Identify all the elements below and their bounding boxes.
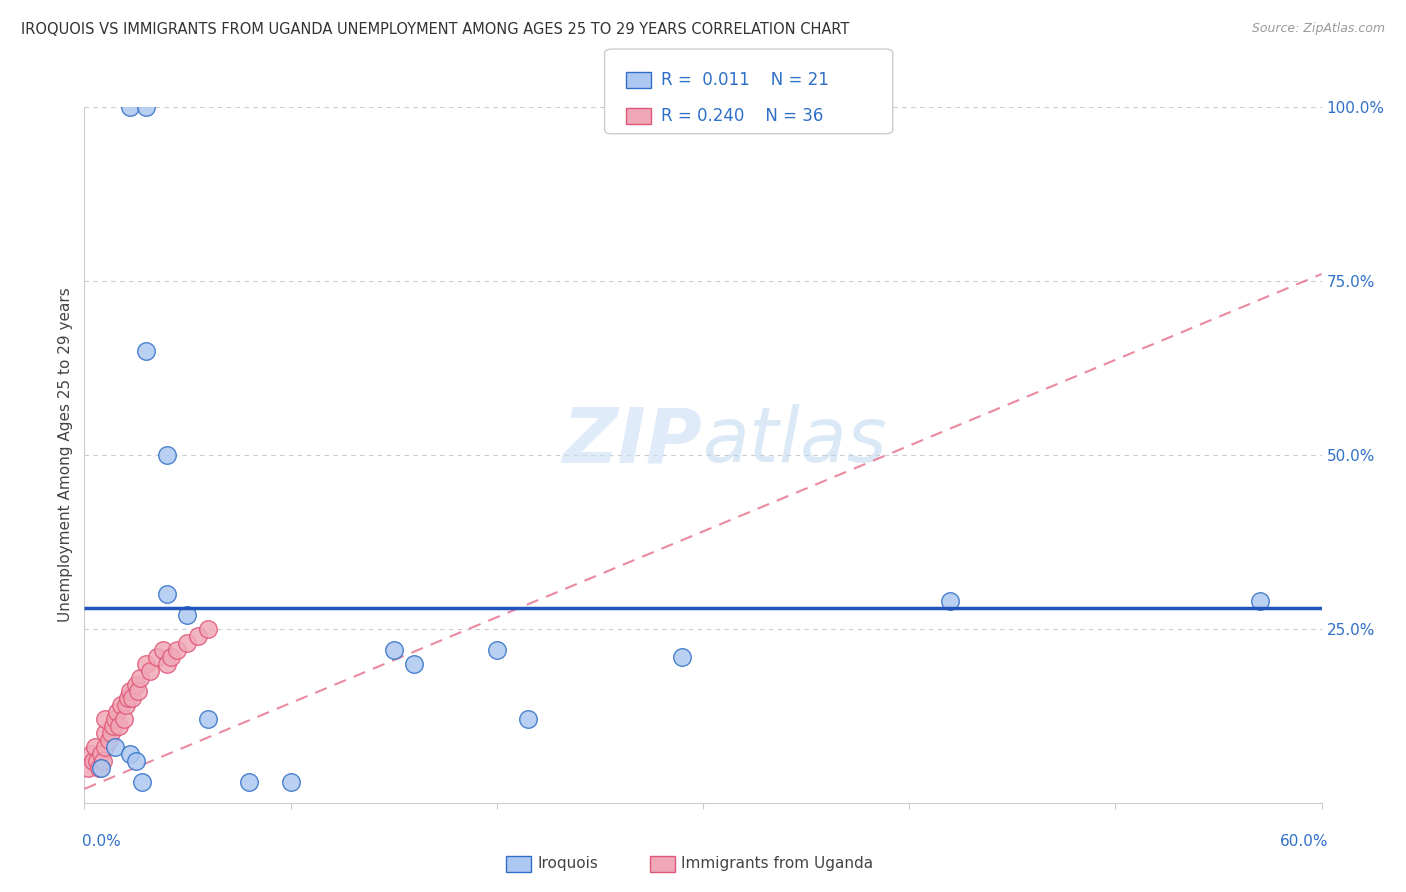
Point [135,100,157,114]
Point [105,706,128,720]
Point [110,698,132,713]
Point [91,754,114,768]
Point [125,754,148,768]
Point [90,747,112,761]
Point [83,740,105,755]
Point [485,642,508,657]
Point [516,712,538,726]
Point [118,747,141,761]
Point [135,657,157,671]
Text: 0.0%: 0.0% [82,834,121,849]
Point [156,448,179,462]
Point [125,677,148,691]
Point [197,622,219,636]
Point [160,649,183,664]
Text: R = 0.240    N = 36: R = 0.240 N = 36 [661,107,823,125]
Point [156,587,179,601]
Point [145,649,167,664]
Point [939,594,962,608]
Point [108,719,131,733]
Point [87,761,110,775]
Point [104,740,127,755]
Point [118,100,141,114]
Point [86,754,108,768]
Point [82,754,104,768]
Point [176,607,198,622]
Text: Iroquois: Iroquois [537,856,598,871]
Point [187,629,209,643]
Point [103,719,125,733]
Text: IROQUOIS VS IMMIGRANTS FROM UGANDA UNEMPLOYMENT AMONG AGES 25 TO 29 YEARS CORREL: IROQUOIS VS IMMIGRANTS FROM UGANDA UNEMP… [21,22,849,37]
Point [404,657,426,671]
Point [127,684,149,698]
Point [382,642,405,657]
Point [118,684,141,698]
Point [98,733,121,747]
Point [112,712,135,726]
Point [176,636,198,650]
Point [131,775,153,789]
Point [671,649,693,664]
Point [94,712,117,726]
Text: R =  0.011    N = 21: R = 0.011 N = 21 [661,71,828,89]
Point [135,343,157,358]
Point [238,775,260,789]
Text: Immigrants from Uganda: Immigrants from Uganda [681,856,873,871]
Point [90,761,112,775]
Point [129,671,152,685]
Point [114,698,136,713]
Point [156,657,179,671]
Point [280,775,302,789]
Y-axis label: Unemployment Among Ages 25 to 29 years: Unemployment Among Ages 25 to 29 years [58,287,73,623]
Point [117,691,139,706]
Point [166,642,188,657]
Point [79,747,101,761]
Point [77,761,100,775]
Point [152,642,174,657]
Point [139,664,162,678]
Point [197,712,219,726]
Text: ZIP: ZIP [564,404,703,478]
Point [121,691,143,706]
Text: atlas: atlas [703,404,887,478]
Point [1249,594,1271,608]
Point [100,726,122,740]
Text: Source: ZipAtlas.com: Source: ZipAtlas.com [1251,22,1385,36]
Point [104,712,127,726]
Point [94,726,117,740]
Text: 60.0%: 60.0% [1281,834,1329,849]
Point [94,740,117,755]
